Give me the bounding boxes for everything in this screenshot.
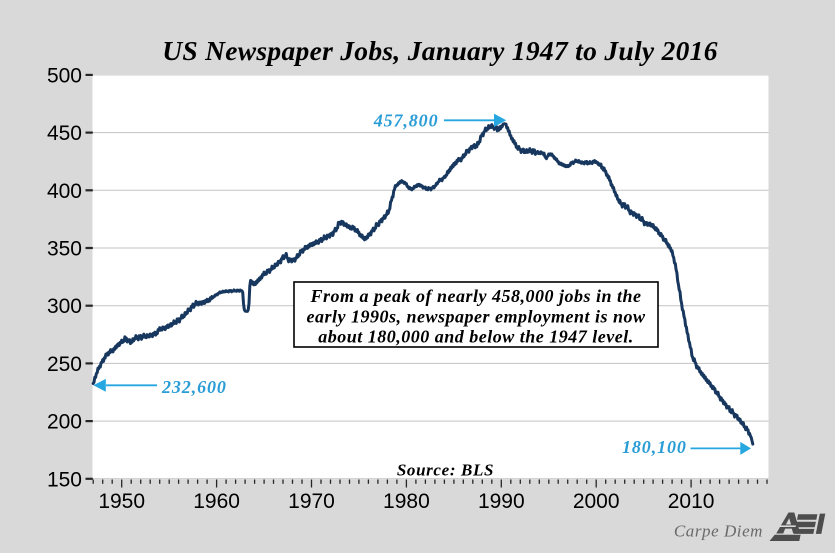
svg-text:450: 450 (47, 122, 82, 145)
svg-text:US Newspaper Jobs, January 194: US Newspaper Jobs, January 1947 to July … (162, 35, 718, 66)
svg-text:400: 400 (47, 180, 82, 203)
svg-text:200: 200 (47, 411, 82, 434)
svg-text:1960: 1960 (193, 490, 240, 513)
svg-text:2000: 2000 (573, 490, 620, 513)
svg-text:150: 150 (47, 468, 82, 491)
svg-text:232,600: 232,600 (161, 377, 227, 397)
svg-text:early 1990s, newspaper employm: early 1990s, newspaper employment is now (307, 307, 646, 327)
svg-text:180,100: 180,100 (622, 437, 687, 457)
svg-text:2010: 2010 (668, 490, 715, 513)
svg-text:1970: 1970 (288, 490, 335, 513)
svg-text:500: 500 (47, 64, 82, 87)
svg-text:250: 250 (47, 353, 82, 376)
svg-text:300: 300 (47, 295, 82, 318)
svg-text:From a peak of nearly 458,000: From a peak of nearly 458,000 jobs in th… (309, 286, 641, 306)
svg-text:350: 350 (47, 238, 82, 261)
svg-text:457,800: 457,800 (373, 111, 439, 131)
svg-text:1990: 1990 (478, 490, 525, 513)
svg-text:about 180,000 and below the 19: about 180,000 and below the 1947 level. (318, 327, 634, 347)
svg-text:Carpe Diem: Carpe Diem (674, 522, 763, 541)
svg-text:1950: 1950 (98, 490, 145, 513)
svg-text:1980: 1980 (383, 490, 430, 513)
svg-text:Source: BLS: Source: BLS (397, 461, 494, 480)
